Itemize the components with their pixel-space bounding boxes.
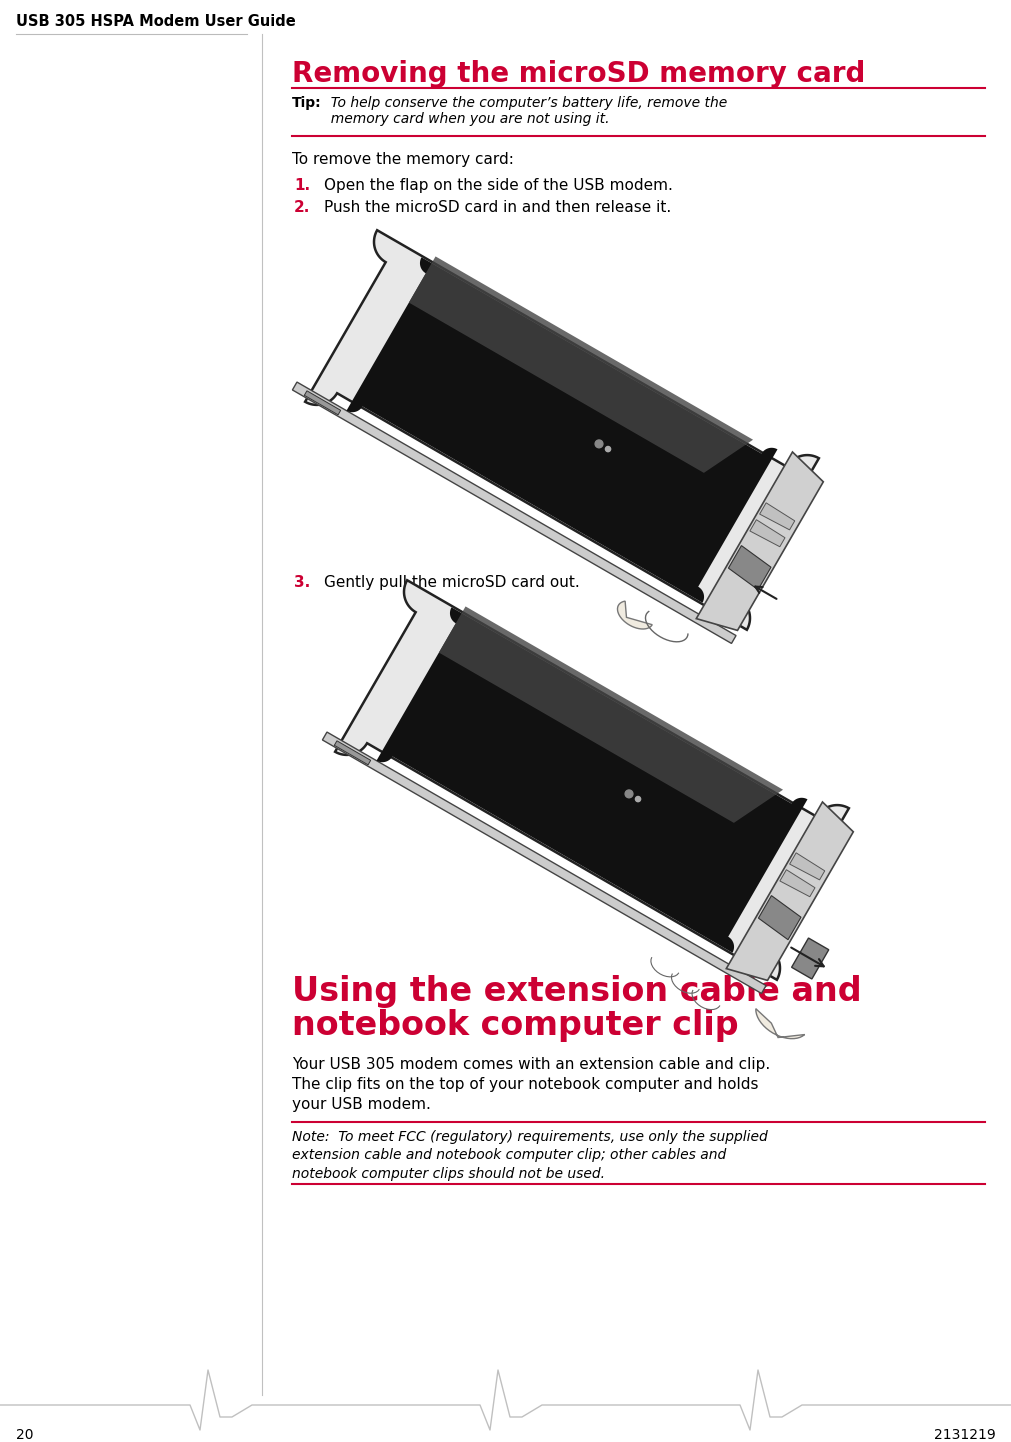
Text: 3.: 3. (294, 575, 310, 590)
Polygon shape (408, 257, 752, 473)
Text: Note:  To meet FCC (regulatory) requirements, use only the supplied
extension ca: Note: To meet FCC (regulatory) requireme… (292, 1131, 767, 1181)
Text: 2.: 2. (294, 200, 310, 215)
Text: 1.: 1. (294, 177, 309, 193)
Polygon shape (335, 580, 848, 979)
Polygon shape (728, 545, 770, 590)
Polygon shape (726, 802, 852, 981)
Text: 2131219: 2131219 (933, 1428, 995, 1442)
Polygon shape (304, 231, 818, 630)
Polygon shape (791, 937, 828, 979)
Text: USB 305 HSPA Modem User Guide: USB 305 HSPA Modem User Guide (16, 14, 295, 29)
Text: Tip:: Tip: (292, 97, 321, 110)
Circle shape (594, 440, 603, 448)
Polygon shape (755, 1008, 804, 1038)
Polygon shape (323, 733, 765, 994)
Polygon shape (304, 391, 341, 415)
Polygon shape (779, 870, 814, 897)
Polygon shape (346, 257, 776, 603)
Text: Gently pull the microSD card out.: Gently pull the microSD card out. (324, 575, 579, 590)
Circle shape (605, 447, 610, 451)
Text: Using the extension cable and: Using the extension cable and (292, 975, 860, 1008)
Polygon shape (759, 503, 794, 529)
Circle shape (635, 796, 640, 802)
Text: Push the microSD card in and then release it.: Push the microSD card in and then releas… (324, 200, 670, 215)
Text: Open the flap on the side of the USB modem.: Open the flap on the side of the USB mod… (324, 177, 672, 193)
Polygon shape (376, 607, 807, 953)
Circle shape (625, 790, 632, 797)
Polygon shape (789, 852, 824, 880)
Polygon shape (749, 519, 785, 547)
Text: 20: 20 (16, 1428, 33, 1442)
Text: notebook computer clip: notebook computer clip (292, 1009, 738, 1043)
Text: To remove the memory card:: To remove the memory card: (292, 151, 514, 167)
Polygon shape (439, 607, 783, 823)
Text: To help conserve the computer’s battery life, remove the
  memory card when you : To help conserve the computer’s battery … (321, 97, 727, 127)
Polygon shape (696, 451, 823, 630)
Polygon shape (334, 741, 370, 764)
Text: Removing the microSD memory card: Removing the microSD memory card (292, 61, 864, 88)
Polygon shape (617, 601, 652, 629)
Polygon shape (292, 382, 735, 643)
Text: Your USB 305 modem comes with an extension cable and clip.
The clip fits on the : Your USB 305 modem comes with an extensi… (292, 1057, 769, 1112)
Polygon shape (757, 895, 801, 940)
